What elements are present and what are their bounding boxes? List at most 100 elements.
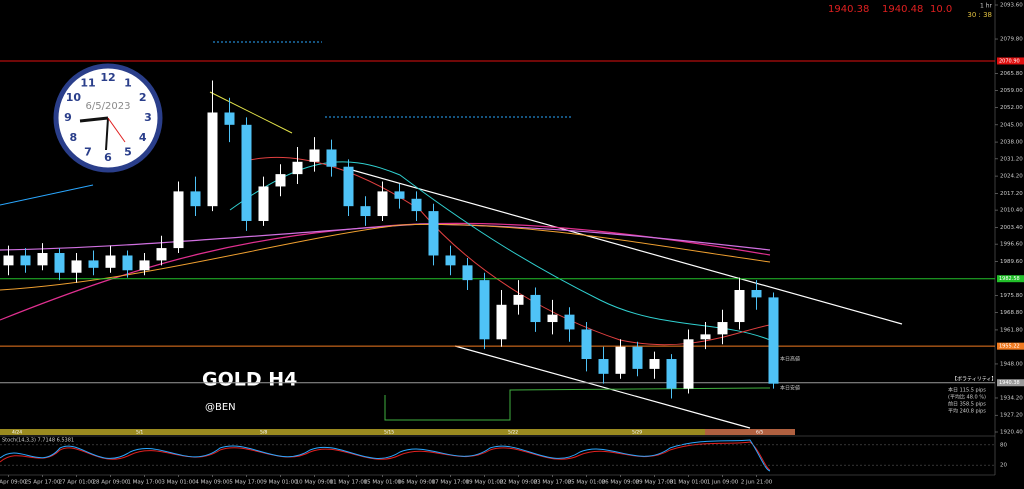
candle-body (649, 359, 660, 369)
candle-body (105, 255, 116, 268)
candle-body (666, 359, 677, 389)
indicator-label: Stoch(14,3,3) 7.7148 6.5381 (2, 438, 74, 444)
x-tick-label: 11 May 17:00 (330, 480, 368, 486)
candle-body (632, 346, 643, 369)
minute-hand (105, 117, 109, 151)
candle-body (581, 329, 592, 360)
x-tick-label: 27 Apr 01:00 (59, 480, 95, 486)
candle-body (54, 253, 65, 273)
panel-row: 本日 115.5 pips (948, 387, 986, 394)
price-axis-bg (996, 0, 1024, 489)
candle-body (258, 186, 269, 221)
chart-subtitle: @BEN (205, 402, 236, 413)
candle-body (479, 280, 490, 340)
level-label: 1955.22 (999, 344, 1020, 350)
y-tick-label: 2059.00 (1000, 88, 1023, 94)
week-label: 5/1 (136, 430, 143, 436)
countdown: 30 : 38 (967, 11, 992, 19)
timeframe: 1 hr (980, 3, 993, 10)
y-tick-label: 2038.00 (1000, 140, 1023, 146)
x-tick-label: 24 Apr 09:00 (0, 480, 27, 486)
trend-line (454, 345, 751, 429)
y-tick-label: 2024.20 (1000, 174, 1023, 180)
level-label: 1982.58 (999, 276, 1020, 282)
candle-body (37, 253, 48, 266)
candle-body (445, 255, 456, 266)
high-label: 本日高値 (780, 356, 800, 363)
candle-body (564, 314, 575, 330)
ask: 1940.48 (882, 4, 923, 15)
candle-body (360, 206, 371, 217)
y-tick-label: 1968.80 (1000, 310, 1023, 316)
hour-hand (79, 116, 109, 123)
candle-body (88, 260, 99, 268)
candle-body (496, 304, 507, 340)
candle-body (547, 314, 558, 323)
y-tick-label: 2093.60 (1000, 3, 1023, 9)
session-bar (0, 429, 705, 435)
week-label: 5/15 (384, 430, 394, 436)
y-tick-label: 1927.20 (1000, 413, 1023, 419)
y-tick-label: 1920.40 (1000, 430, 1023, 436)
clock-numeral: 6 (104, 151, 112, 164)
spread: 10.0 (930, 4, 952, 15)
x-tick-label: 22 May 09:00 (500, 480, 538, 486)
y-tick-label: 2045.00 (1000, 122, 1023, 128)
x-tick-label: 23 May 17:00 (534, 480, 572, 486)
clock-numeral: 3 (144, 111, 152, 124)
candle-body (377, 191, 388, 217)
level-tag (997, 57, 1024, 65)
candle-body (20, 255, 31, 266)
y-tick-label: 1989.60 (1000, 259, 1023, 265)
candle-body (428, 211, 439, 256)
candle-body (394, 191, 405, 199)
stoch-signal (0, 441, 771, 471)
candle-body (513, 294, 524, 305)
candle-body (751, 289, 762, 298)
second-hand (107, 117, 126, 143)
moving-average (249, 157, 771, 346)
candle-body (530, 294, 541, 323)
level-tag (997, 275, 1024, 283)
candle-body (411, 198, 422, 212)
clock-numeral: 5 (124, 146, 132, 159)
panel-row: 平均 240.8 pips (948, 408, 986, 415)
clock-numeral: 8 (70, 131, 78, 144)
clock-numeral: 11 (80, 76, 95, 89)
candle-body (224, 112, 235, 125)
clock-numeral: 4 (139, 131, 147, 144)
session-bar (705, 429, 795, 435)
candle-body (190, 191, 201, 207)
x-tick-label: 4 May 09:00 (195, 480, 230, 486)
bid: 1940.38 (828, 4, 869, 15)
x-tick-label: 17 May 17:00 (432, 480, 470, 486)
clock-numeral: 10 (66, 91, 82, 104)
y-tick-label: 2010.40 (1000, 208, 1023, 214)
x-tick-label: 9 May 01:00 (263, 480, 298, 486)
y-tick-label: 2017.20 (1000, 191, 1023, 197)
week-label: 5/22 (508, 430, 518, 436)
trend-line (344, 167, 903, 325)
candle-body (71, 260, 82, 273)
x-tick-label: 1 May 17:00 (127, 480, 162, 486)
clock-numeral: 7 (84, 146, 92, 159)
candle-body (207, 112, 218, 207)
x-tick-label: 19 May 01:00 (466, 480, 504, 486)
trend-line (0, 184, 94, 206)
candle-body (326, 149, 337, 167)
panel-title: 【ボラティリティ】 (952, 376, 996, 383)
stoch-tick-label: 80 (1000, 442, 1007, 448)
panel-row: 前日 358.5 pips (948, 401, 986, 408)
moving-average (0, 223, 771, 251)
x-tick-label: 2 Jun 21:00 (741, 480, 773, 486)
low-label: 本日安値 (780, 385, 800, 392)
candle-body (683, 339, 694, 389)
y-tick-label: 1996.60 (1000, 242, 1023, 248)
x-tick-label: 1 Jun 09:00 (707, 480, 739, 486)
x-tick-label: 31 May 01:00 (670, 480, 708, 486)
x-tick-label: 10 May 09:00 (296, 480, 334, 486)
candle-body (615, 346, 626, 374)
x-tick-label: 26 May 09:00 (602, 480, 640, 486)
